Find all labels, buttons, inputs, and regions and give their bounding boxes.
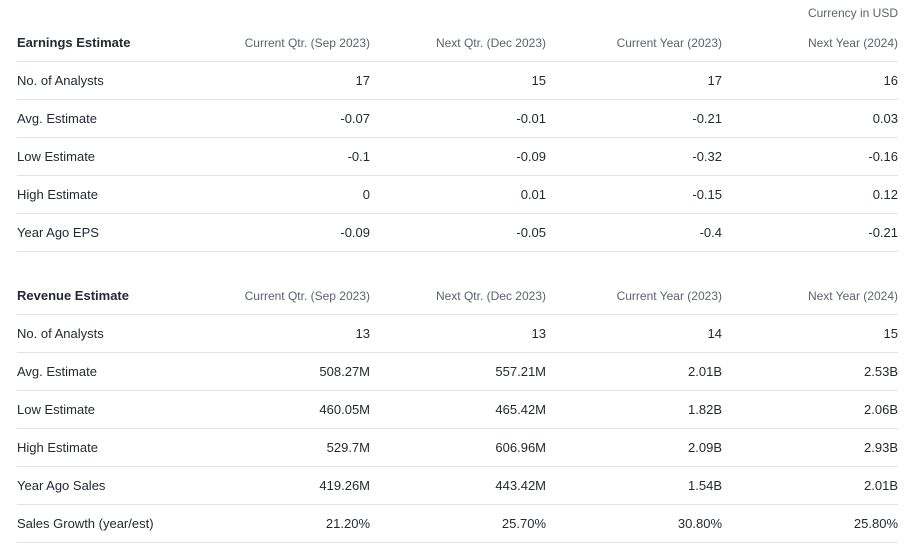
- row-label: Low Estimate: [17, 137, 185, 176]
- earnings-estimate-table: Earnings Estimate Current Qtr. (Sep 2023…: [17, 24, 898, 252]
- value-cell: 0.01: [370, 175, 546, 214]
- value-cell: -0.15: [546, 175, 722, 214]
- value-cell: 0.03: [722, 99, 898, 138]
- value-cell: 13: [370, 314, 546, 353]
- column-header: Next Year (2024): [722, 277, 898, 315]
- value-cell: 1.82B: [546, 390, 722, 429]
- revenue-table-title: Revenue Estimate: [17, 277, 185, 315]
- revenue-estimate-table: Revenue Estimate Current Qtr. (Sep 2023)…: [17, 277, 898, 543]
- table-row: Year Ago EPS -0.09 -0.05 -0.4 -0.21: [17, 213, 898, 252]
- value-cell: 557.21M: [370, 352, 546, 391]
- value-cell: 529.7M: [185, 428, 370, 467]
- value-cell: -0.21: [722, 213, 898, 252]
- row-label: No. of Analysts: [17, 61, 185, 100]
- value-cell: 2.93B: [722, 428, 898, 467]
- value-cell: 15: [722, 314, 898, 353]
- column-header: Current Qtr. (Sep 2023): [185, 24, 370, 62]
- earnings-header-row: Earnings Estimate Current Qtr. (Sep 2023…: [17, 24, 898, 62]
- table-row: No. of Analysts 13 13 14 15: [17, 314, 898, 353]
- value-cell: 606.96M: [370, 428, 546, 467]
- value-cell: -0.32: [546, 137, 722, 176]
- value-cell: 2.01B: [546, 352, 722, 391]
- value-cell: 443.42M: [370, 466, 546, 505]
- value-cell: -0.21: [546, 99, 722, 138]
- value-cell: -0.4: [546, 213, 722, 252]
- value-cell: 25.70%: [370, 504, 546, 543]
- row-label: Avg. Estimate: [17, 352, 185, 391]
- value-cell: -0.05: [370, 213, 546, 252]
- table-row: High Estimate 0 0.01 -0.15 0.12: [17, 175, 898, 214]
- table-row: No. of Analysts 17 15 17 16: [17, 61, 898, 100]
- value-cell: 1.54B: [546, 466, 722, 505]
- value-cell: 13: [185, 314, 370, 353]
- row-label: Year Ago Sales: [17, 466, 185, 505]
- value-cell: 25.80%: [722, 504, 898, 543]
- revenue-header-row: Revenue Estimate Current Qtr. (Sep 2023)…: [17, 277, 898, 315]
- value-cell: -0.09: [185, 213, 370, 252]
- table-row: Low Estimate -0.1 -0.09 -0.32 -0.16: [17, 137, 898, 176]
- value-cell: 16: [722, 61, 898, 100]
- table-row: Low Estimate 460.05M 465.42M 1.82B 2.06B: [17, 390, 898, 429]
- row-label: Low Estimate: [17, 390, 185, 429]
- row-label: Year Ago EPS: [17, 213, 185, 252]
- value-cell: 460.05M: [185, 390, 370, 429]
- currency-note: Currency in USD: [807, 6, 898, 20]
- value-cell: 17: [546, 61, 722, 100]
- value-cell: 2.53B: [722, 352, 898, 391]
- value-cell: 15: [370, 61, 546, 100]
- value-cell: 419.26M: [185, 466, 370, 505]
- row-label: Sales Growth (year/est): [17, 504, 185, 543]
- table-row: Sales Growth (year/est) 21.20% 25.70% 30.80…: [17, 504, 898, 543]
- value-cell: -0.16: [722, 137, 898, 176]
- table-row: Avg. Estimate 508.27M 557.21M 2.01B 2.53B: [17, 352, 898, 391]
- column-header: Next Qtr. (Dec 2023): [370, 277, 546, 315]
- value-cell: 465.42M: [370, 390, 546, 429]
- table-row: Year Ago Sales 419.26M 443.42M 1.54B 2.01B: [17, 466, 898, 505]
- table-row: Avg. Estimate -0.07 -0.01 -0.21 0.03: [17, 99, 898, 138]
- column-header: Current Year (2023): [546, 277, 722, 315]
- value-cell: 14: [546, 314, 722, 353]
- row-label: No. of Analysts: [17, 314, 185, 353]
- value-cell: 2.09B: [546, 428, 722, 467]
- value-cell: -0.1: [185, 137, 370, 176]
- value-cell: 0.12: [722, 175, 898, 214]
- row-label: High Estimate: [17, 428, 185, 467]
- row-label: High Estimate: [17, 175, 185, 214]
- table-row: High Estimate 529.7M 606.96M 2.09B 2.93B: [17, 428, 898, 467]
- value-cell: -0.09: [370, 137, 546, 176]
- value-cell: -0.07: [185, 99, 370, 138]
- value-cell: 17: [185, 61, 370, 100]
- earnings-table-title: Earnings Estimate: [17, 24, 185, 62]
- value-cell: 30.80%: [546, 504, 722, 543]
- column-header: Current Qtr. (Sep 2023): [185, 277, 370, 315]
- column-header: Current Year (2023): [546, 24, 722, 62]
- column-header: Next Qtr. (Dec 2023): [370, 24, 546, 62]
- value-cell: 0: [185, 175, 370, 214]
- value-cell: 508.27M: [185, 352, 370, 391]
- value-cell: 21.20%: [185, 504, 370, 543]
- value-cell: 2.01B: [722, 466, 898, 505]
- row-label: Avg. Estimate: [17, 99, 185, 138]
- column-header: Next Year (2024): [722, 24, 898, 62]
- value-cell: 2.06B: [722, 390, 898, 429]
- value-cell: -0.01: [370, 99, 546, 138]
